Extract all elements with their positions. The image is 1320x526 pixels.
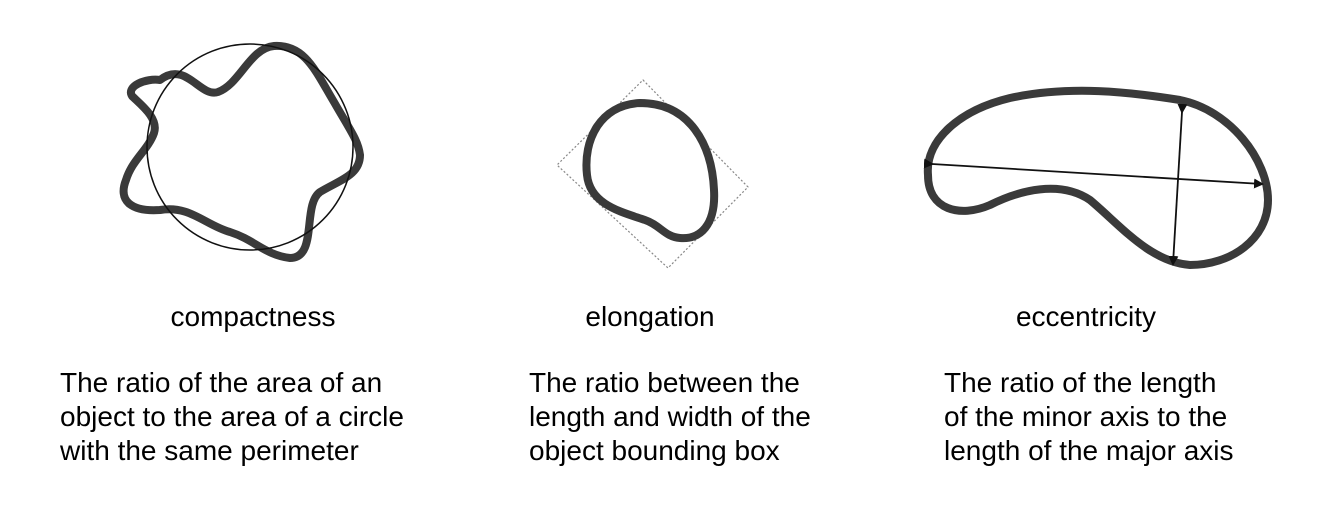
description-line: length of the major axis <box>944 435 1234 466</box>
eccentricity-label: eccentricity <box>1015 301 1157 332</box>
compactness-blob-outline <box>119 41 364 262</box>
description-line: The ratio of the length <box>944 367 1217 398</box>
compactness-description: The ratio of the area of an object to th… <box>60 366 480 468</box>
elongation-description: The ratio between the length and width o… <box>529 366 949 468</box>
major-axis-arrow <box>923 158 1264 189</box>
eccentricity-blob-outline <box>923 86 1272 269</box>
compactness-label: compactness <box>170 301 336 332</box>
eccentricity-description: The ratio of the length of the minor axi… <box>944 366 1320 468</box>
elongation-label: elongation <box>585 301 715 332</box>
compactness-reference-circle <box>146 43 354 251</box>
elongation-illustration <box>556 79 749 269</box>
eccentricity-illustration <box>923 86 1272 269</box>
compactness-illustration <box>119 41 364 262</box>
description-line: length and width of the <box>529 401 811 432</box>
description-line: of the minor axis to the <box>944 401 1228 432</box>
description-line: The ratio of the area of an <box>60 367 383 398</box>
description-line: The ratio between the <box>529 367 800 398</box>
minor-axis-arrow <box>1168 103 1188 266</box>
description-line: object to the area of a circle <box>60 401 404 432</box>
description-line: object bounding box <box>529 435 780 466</box>
shape-illustrations <box>119 41 1272 269</box>
elongation-blob-outline <box>582 99 719 243</box>
description-line: with the same perimeter <box>60 435 359 466</box>
